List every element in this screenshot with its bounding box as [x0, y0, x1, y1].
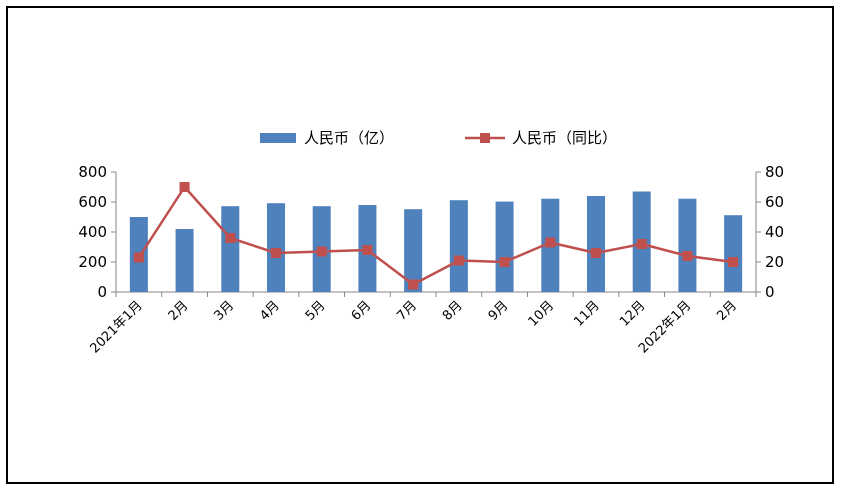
category-label: 12月 [617, 298, 648, 329]
bar [724, 215, 743, 292]
right-tick-label: 60 [765, 193, 784, 211]
bar [175, 229, 194, 292]
category-label: 2021年1月 [87, 298, 145, 356]
legend-marker-swatch [480, 133, 490, 143]
bar-series [129, 191, 743, 292]
left-tick-label: 600 [78, 193, 107, 211]
line-point [728, 257, 739, 267]
left-tick-label: 400 [78, 223, 107, 241]
line-point [545, 237, 556, 248]
category-label: 10月 [526, 298, 557, 329]
bar [267, 203, 285, 292]
category-label: 4月 [257, 298, 283, 324]
category-label: 11月 [571, 298, 602, 329]
bar [678, 198, 697, 292]
line-point [362, 245, 373, 255]
bar [449, 200, 468, 292]
legend: 人民币（亿） 人民币（同比） [260, 129, 617, 147]
legend-bar-swatch [260, 133, 296, 143]
line-point [636, 239, 647, 249]
line-point [271, 248, 281, 258]
right-tick-label: 20 [765, 253, 784, 271]
category-label: 3月 [211, 298, 237, 324]
line-point [179, 182, 190, 192]
bar [404, 209, 423, 292]
category-label: 6月 [349, 298, 375, 324]
bar [587, 196, 605, 292]
line-point [499, 257, 510, 267]
left-tick-label: 0 [97, 283, 107, 301]
category-label: 8月 [440, 298, 466, 324]
line-series [133, 182, 739, 290]
line-point [133, 252, 144, 263]
category-label: 2月 [166, 298, 192, 324]
category-label: 2月 [714, 298, 740, 324]
line-point [408, 279, 419, 290]
line-point [682, 251, 693, 261]
bar [495, 201, 514, 292]
line-point [225, 233, 236, 243]
axes: 0 200 400 600 800 0 20 40 60 80 [78, 163, 784, 301]
left-tick-label: 800 [78, 163, 107, 181]
left-tick-label: 200 [78, 253, 107, 271]
right-tick-label: 40 [765, 223, 784, 241]
line-point [591, 248, 601, 258]
category-label: 9月 [486, 298, 512, 324]
bar [221, 206, 240, 292]
line-point [316, 246, 327, 257]
legend-label: 人民币（同比） [512, 129, 617, 147]
legend-label: 人民币（亿） [304, 129, 394, 147]
line-point [453, 255, 464, 266]
category-label: 5月 [303, 298, 329, 324]
category-label: 7月 [394, 298, 420, 324]
right-tick-label: 0 [765, 283, 775, 301]
right-tick-label: 80 [765, 163, 784, 181]
series-line [137, 185, 734, 286]
